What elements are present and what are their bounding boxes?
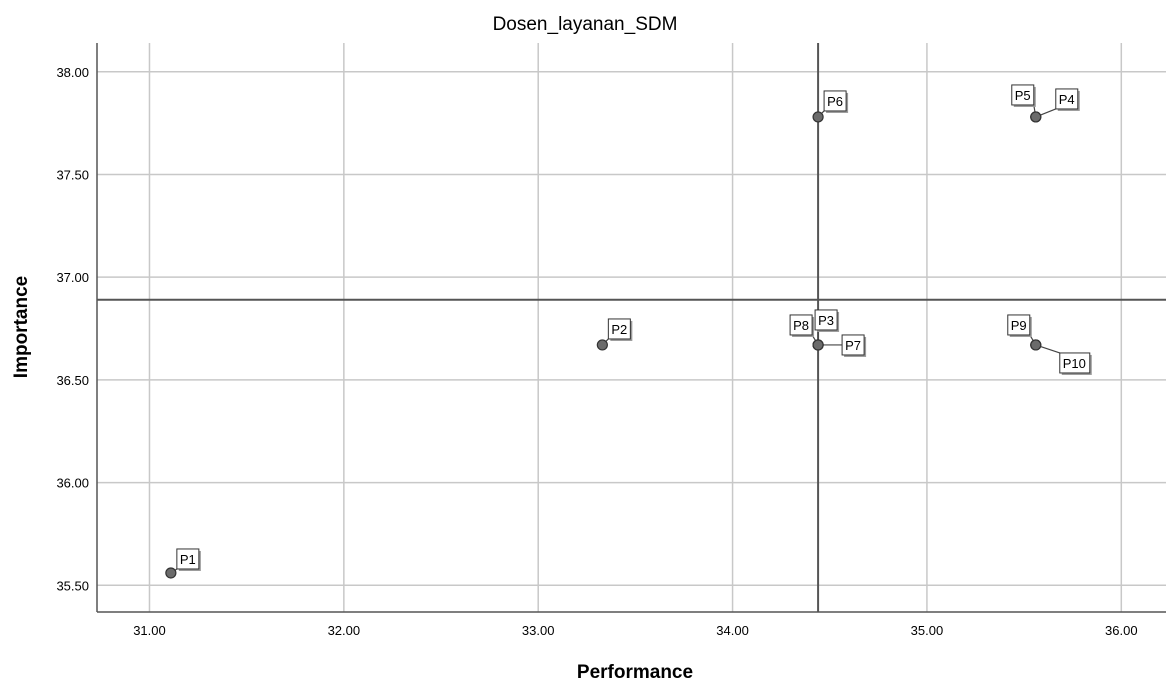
x-tick-label: 35.00 (911, 623, 944, 638)
x-tick-label: 36.00 (1105, 623, 1138, 638)
label-box (1007, 314, 1031, 336)
point-marker (1030, 111, 1042, 123)
label-box (1011, 84, 1035, 106)
x-tick-label: 33.00 (522, 623, 555, 638)
point-p2: P2 (596, 318, 633, 351)
x-tick-labels: 31.00 32.00 33.00 34.00 35.00 36.00 (133, 623, 1137, 638)
point-marker (165, 567, 177, 579)
x-tick-label: 32.00 (328, 623, 361, 638)
y-tick-label: 35.50 (56, 578, 89, 593)
point-marker (812, 111, 824, 123)
point-marker (812, 339, 824, 351)
point-label: P7 (845, 338, 861, 353)
y-tick-label: 37.00 (56, 270, 89, 285)
label-box (176, 548, 200, 570)
point-marker (1030, 339, 1042, 351)
y-tick-label: 37.50 (56, 167, 89, 182)
point-label: P2 (611, 322, 627, 337)
y-axis-title: Importance (11, 276, 32, 378)
label-box (814, 309, 838, 331)
x-tick-label: 31.00 (133, 623, 166, 638)
y-tick-label: 36.00 (56, 476, 89, 491)
axes (96, 43, 1166, 613)
label-box (1055, 88, 1079, 110)
x-axis-title: Performance (577, 662, 693, 682)
point-label: P8 (793, 318, 809, 333)
grid-lines (97, 43, 1166, 612)
point-label: P6 (827, 94, 843, 109)
point-label: P3 (818, 313, 834, 328)
point-label: P9 (1011, 318, 1027, 333)
label-box (789, 314, 813, 336)
y-tick-label: 36.50 (56, 373, 89, 388)
point-marker (596, 339, 608, 351)
label-box (607, 318, 631, 340)
x-tick-label: 34.00 (716, 623, 749, 638)
point-label: P5 (1015, 88, 1031, 103)
point-label: P10 (1063, 356, 1086, 371)
data-points: P1 P2 P3 P4 P5 P6 P7 P8 P9 P10 (165, 84, 1092, 579)
point-label: P1 (180, 552, 196, 567)
point-p10: P10 (1030, 339, 1092, 375)
point-p8: P8 (789, 314, 824, 351)
y-tick-labels: 35.50 36.00 36.50 37.00 37.50 38.00 (56, 65, 89, 594)
label-box (823, 90, 847, 112)
point-p1: P1 (165, 548, 201, 579)
label-box (841, 334, 865, 356)
point-label: P4 (1059, 92, 1075, 107)
y-tick-label: 38.00 (56, 65, 89, 80)
point-p6: P6 (812, 90, 849, 123)
point-p5: P5 (1011, 84, 1042, 123)
label-box (1059, 352, 1091, 374)
point-p3: P3 (812, 309, 840, 351)
chart-title: Dosen_layanan_SDM (493, 14, 678, 35)
